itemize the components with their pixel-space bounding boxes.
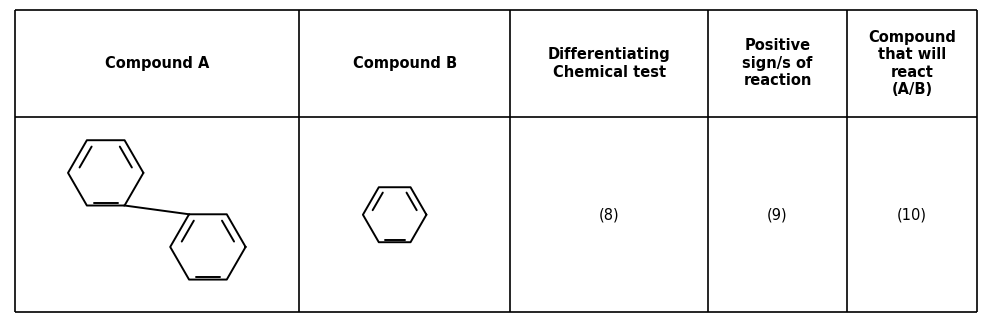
Text: (10): (10) bbox=[897, 207, 928, 222]
Text: Compound A: Compound A bbox=[104, 56, 209, 71]
Text: Positive
sign/s of
reaction: Positive sign/s of reaction bbox=[742, 39, 812, 88]
Text: Compound
that will
react
(A/B): Compound that will react (A/B) bbox=[868, 30, 956, 97]
Text: (9): (9) bbox=[767, 207, 788, 222]
Text: Differentiating
Chemical test: Differentiating Chemical test bbox=[548, 47, 671, 80]
Text: Compound B: Compound B bbox=[352, 56, 456, 71]
Text: (8): (8) bbox=[599, 207, 619, 222]
